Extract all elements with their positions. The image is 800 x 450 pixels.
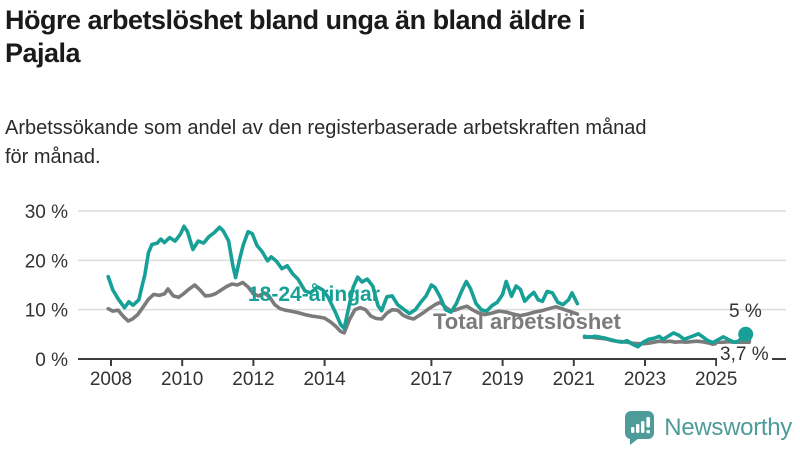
y-tick-label: 10 % (25, 301, 68, 322)
series-line-1 (582, 331, 748, 349)
end-value-label-total: 3,7 % (717, 344, 772, 366)
brand-name: Newsworthy (664, 414, 792, 441)
y-tick-label: 30 % (25, 202, 68, 223)
y-tick-label: 0 % (35, 350, 68, 371)
chart-subtitle: Arbetssökande som andel av den registerb… (5, 114, 647, 172)
y-tick-label: 20 % (25, 251, 68, 272)
x-tick-label: 2014 (303, 369, 346, 390)
bar-chart-speech-bubble-icon (625, 411, 655, 445)
page-title-line1: Högre arbetslöshet bland unga än bland ä… (5, 5, 586, 35)
series-line-1 (106, 224, 580, 331)
x-tick-label: 2008 (90, 369, 132, 390)
chart-subtitle-line2: för månad. (5, 146, 101, 168)
x-tick-label: 2021 (553, 369, 595, 390)
end-value-label-youth: 5 % (729, 301, 762, 322)
series-end-dot-1 (738, 326, 754, 342)
page-title: Högre arbetslöshet bland unga än bland ä… (5, 4, 586, 70)
x-tick-label: 2017 (410, 369, 452, 390)
series-label-youth: 18-24-åringar (248, 283, 380, 306)
page-title-line2: Pajala (5, 38, 81, 68)
x-tick-label: 2012 (232, 369, 274, 390)
newsworthy-brand: Newsworthy (623, 410, 792, 446)
chart-subtitle-line1: Arbetssökande som andel av den registerb… (5, 117, 647, 139)
x-tick-label: 2023 (624, 369, 666, 390)
x-tick-label: 2025 (695, 369, 737, 390)
series-label-total: Total arbetslöshet (433, 309, 621, 334)
x-tick-label: 2010 (161, 369, 203, 390)
series-line-0 (106, 280, 580, 335)
x-tick-label: 2019 (481, 369, 523, 390)
